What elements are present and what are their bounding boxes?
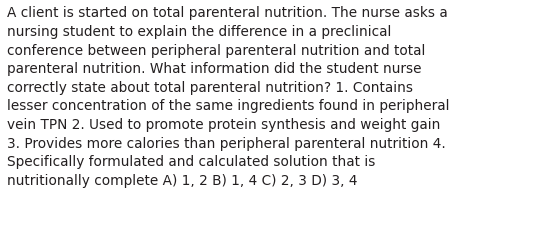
Text: A client is started on total parenteral nutrition. The nurse asks a
nursing stud: A client is started on total parenteral … (7, 6, 449, 187)
